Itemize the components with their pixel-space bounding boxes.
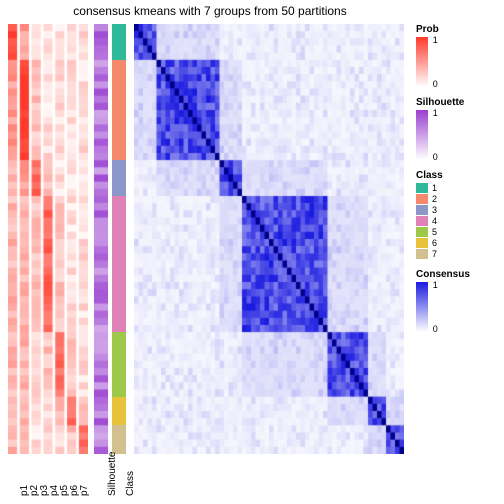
legend-class-label: 1 — [432, 183, 437, 193]
legend-class-item: 5 — [416, 227, 498, 237]
legend-prob-max: 1 — [433, 35, 438, 45]
legend-swatch — [416, 249, 428, 259]
axis-label: Silhouette — [107, 452, 118, 496]
legend-prob-gradient — [416, 37, 428, 87]
legend-class-item: 7 — [416, 249, 498, 259]
axis-label: p7 — [79, 485, 90, 496]
class-block — [112, 60, 126, 160]
prob-heatmap-columns — [8, 24, 88, 454]
legend-silhouette-min: 0 — [433, 152, 438, 162]
legend-class-item: 4 — [416, 216, 498, 226]
legend-swatch — [416, 194, 428, 204]
legend-prob-title: Prob — [416, 24, 498, 35]
legend-swatch — [416, 216, 428, 226]
legend-prob: Prob 1 0 — [416, 24, 498, 87]
legend-class: Class 1234567 — [416, 170, 498, 259]
legend-silhouette: Silhouette 1 0 — [416, 97, 498, 160]
legend-class-label: 7 — [432, 249, 437, 259]
legend-silhouette-title: Silhouette — [416, 97, 498, 108]
legend-consensus: Consensus 1 0 — [416, 269, 498, 332]
axis-label: Class — [125, 471, 136, 496]
legend-class-item: 6 — [416, 238, 498, 248]
legend-class-title: Class — [416, 170, 498, 181]
consensus-matrix — [134, 24, 404, 454]
legend-class-label: 5 — [432, 227, 437, 237]
legend-swatch — [416, 205, 428, 215]
plot-title: consensus kmeans with 7 groups from 50 p… — [0, 4, 420, 18]
class-block — [112, 160, 126, 196]
legend-swatch — [416, 183, 428, 193]
plot-area — [8, 24, 408, 454]
class-block — [112, 289, 126, 332]
legend-swatch — [416, 238, 428, 248]
class-block — [112, 425, 126, 454]
legend-class-item: 2 — [416, 194, 498, 204]
legend-consensus-title: Consensus — [416, 269, 498, 280]
class-block — [112, 332, 126, 397]
class-block — [112, 397, 126, 426]
legend-silhouette-max: 1 — [433, 108, 438, 118]
legend-consensus-min: 0 — [433, 324, 438, 334]
legend-class-label: 6 — [432, 238, 437, 248]
legend-class-label: 3 — [432, 205, 437, 215]
legend-class-item: 1 — [416, 183, 498, 193]
legend-panel: Prob 1 0 Silhouette 1 0 Class 1234567 Co… — [416, 24, 498, 454]
silhouette-column — [94, 24, 108, 454]
legend-class-item: 3 — [416, 205, 498, 215]
class-block — [112, 196, 126, 289]
column-labels: p1p2p3p4p5p6p7SilhouetteClass — [8, 458, 408, 500]
legend-silhouette-gradient — [416, 110, 428, 160]
legend-class-label: 2 — [432, 194, 437, 204]
class-block — [112, 24, 126, 60]
legend-swatch — [416, 227, 428, 237]
legend-consensus-gradient — [416, 282, 428, 332]
legend-prob-min: 0 — [433, 79, 438, 89]
legend-consensus-max: 1 — [433, 280, 438, 290]
class-annotation-column — [112, 24, 126, 454]
legend-class-label: 4 — [432, 216, 437, 226]
